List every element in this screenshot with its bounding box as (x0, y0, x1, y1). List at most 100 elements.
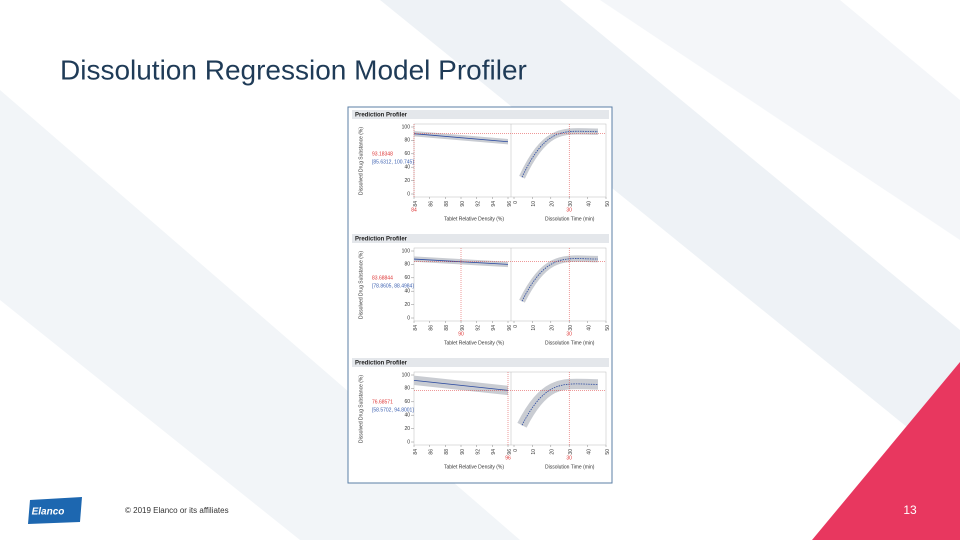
logo: Elanco (28, 497, 82, 524)
x-tick-label: 20 (550, 201, 556, 207)
panel-title: Prediction Profiler (355, 361, 408, 367)
y-tick-label: 80 (404, 138, 410, 144)
x-tick-label: 94 (491, 201, 497, 207)
x-tick-label: 96 (507, 325, 513, 331)
corner-accent (812, 362, 960, 540)
prediction-value: 83.68844 (372, 275, 393, 281)
profiler-panel: Prediction Profiler Dissolved Drug Substa… (352, 110, 611, 222)
current-density: 84 (411, 207, 417, 213)
x-tick-label: 92 (475, 449, 481, 455)
panel-title: Prediction Profiler (355, 237, 408, 243)
current-time: 30 (566, 207, 572, 213)
y-tick-label: 40 (404, 413, 410, 419)
page-number: 13 (903, 503, 917, 517)
y-tick-label: 100 (402, 372, 411, 378)
y-tick-label: 80 (404, 262, 410, 268)
stripe (600, 0, 960, 240)
prediction-curve (413, 133, 509, 143)
y-tick-label: 60 (404, 151, 410, 157)
x-tick-label: 50 (605, 325, 611, 331)
x-tick-label: 20 (550, 449, 556, 455)
density-label: Tablet Relative Density (%) (444, 216, 504, 222)
x-tick-label: 40 (586, 449, 592, 455)
current-time: 30 (566, 331, 572, 337)
x-tick-label: 92 (475, 325, 481, 331)
x-tick-label: 20 (550, 325, 556, 331)
x-tick-label: 10 (531, 325, 537, 331)
time-label: Dissolution Time (min) (545, 216, 595, 222)
x-tick-label: 84 (413, 325, 419, 331)
prediction-value: 93.18348 (372, 151, 393, 157)
prediction-interval: [78.8605, 88.4984] (372, 283, 414, 289)
prediction-interval: [58.5702, 94.8001] (372, 407, 414, 413)
copyright: © 2019 Elanco or its affiliates (125, 506, 229, 515)
current-density: 90 (458, 331, 464, 337)
panel-header (352, 234, 609, 243)
current-time: 30 (566, 455, 572, 461)
logo-text: Elanco (32, 507, 65, 518)
x-tick-label: 84 (413, 201, 419, 207)
x-tick-label: 90 (460, 449, 466, 455)
current-density: 96 (505, 455, 511, 461)
x-tick-label: 10 (531, 449, 537, 455)
y-tick-label: 20 (404, 426, 410, 432)
x-tick-label: 94 (491, 325, 497, 331)
x-tick-label: 88 (444, 449, 450, 455)
prediction-curve (413, 379, 509, 391)
y-axis-label: Dissolved Drug Substance (%) (358, 251, 364, 319)
x-tick-label: 86 (428, 201, 434, 207)
x-tick-label: 40 (586, 325, 592, 331)
x-tick-label: 96 (507, 201, 513, 207)
slide-title: Dissolution Regression Model Profiler (60, 54, 527, 85)
density-label: Tablet Relative Density (%) (444, 464, 504, 470)
x-tick-label: 0 (513, 325, 519, 328)
x-tick-label: 86 (428, 325, 434, 331)
density-label: Tablet Relative Density (%) (444, 340, 504, 346)
prediction-curve (521, 258, 599, 302)
y-tick-label: 0 (407, 315, 410, 321)
x-tick-label: 0 (513, 201, 519, 204)
x-tick-label: 30 (568, 449, 574, 455)
panel-header (352, 110, 609, 119)
x-tick-label: 50 (605, 449, 611, 455)
y-tick-label: 20 (404, 302, 410, 308)
y-tick-label: 0 (407, 191, 410, 197)
x-tick-label: 94 (491, 449, 497, 455)
x-tick-label: 86 (428, 449, 434, 455)
x-tick-label: 40 (586, 201, 592, 207)
x-tick-label: 50 (605, 201, 611, 207)
prediction-interval: [85.6312, 100.745] (372, 159, 414, 165)
x-tick-label: 10 (531, 201, 537, 207)
y-tick-label: 60 (404, 275, 410, 281)
y-axis-label: Dissolved Drug Substance (%) (358, 127, 364, 195)
x-tick-label: 90 (460, 325, 466, 331)
y-tick-label: 100 (402, 124, 411, 130)
y-tick-label: 20 (404, 178, 410, 184)
y-tick-label: 0 (407, 439, 410, 445)
x-tick-label: 88 (444, 325, 450, 331)
x-tick-label: 88 (444, 201, 450, 207)
x-tick-label: 92 (475, 201, 481, 207)
profiler-panel: Prediction Profiler Dissolved Drug Substa… (352, 358, 611, 470)
x-tick-label: 96 (507, 449, 513, 455)
y-tick-label: 80 (404, 386, 410, 392)
y-tick-label: 40 (404, 289, 410, 295)
y-axis-label: Dissolved Drug Substance (%) (358, 375, 364, 443)
prediction-curve (521, 130, 599, 178)
profiler-panel: Prediction Profiler Dissolved Drug Substa… (352, 234, 611, 346)
logo-badge (28, 497, 82, 524)
panel-title: Prediction Profiler (355, 113, 408, 119)
panel-header (352, 358, 609, 367)
y-tick-label: 100 (402, 248, 411, 254)
y-tick-label: 60 (404, 399, 410, 405)
prediction-value: 76.68571 (372, 399, 393, 405)
x-tick-label: 90 (460, 201, 466, 207)
time-label: Dissolution Time (min) (545, 464, 595, 470)
time-label: Dissolution Time (min) (545, 340, 595, 346)
x-tick-label: 0 (513, 449, 519, 452)
y-tick-label: 40 (404, 165, 410, 171)
x-tick-label: 30 (568, 201, 574, 207)
x-tick-label: 84 (413, 449, 419, 455)
